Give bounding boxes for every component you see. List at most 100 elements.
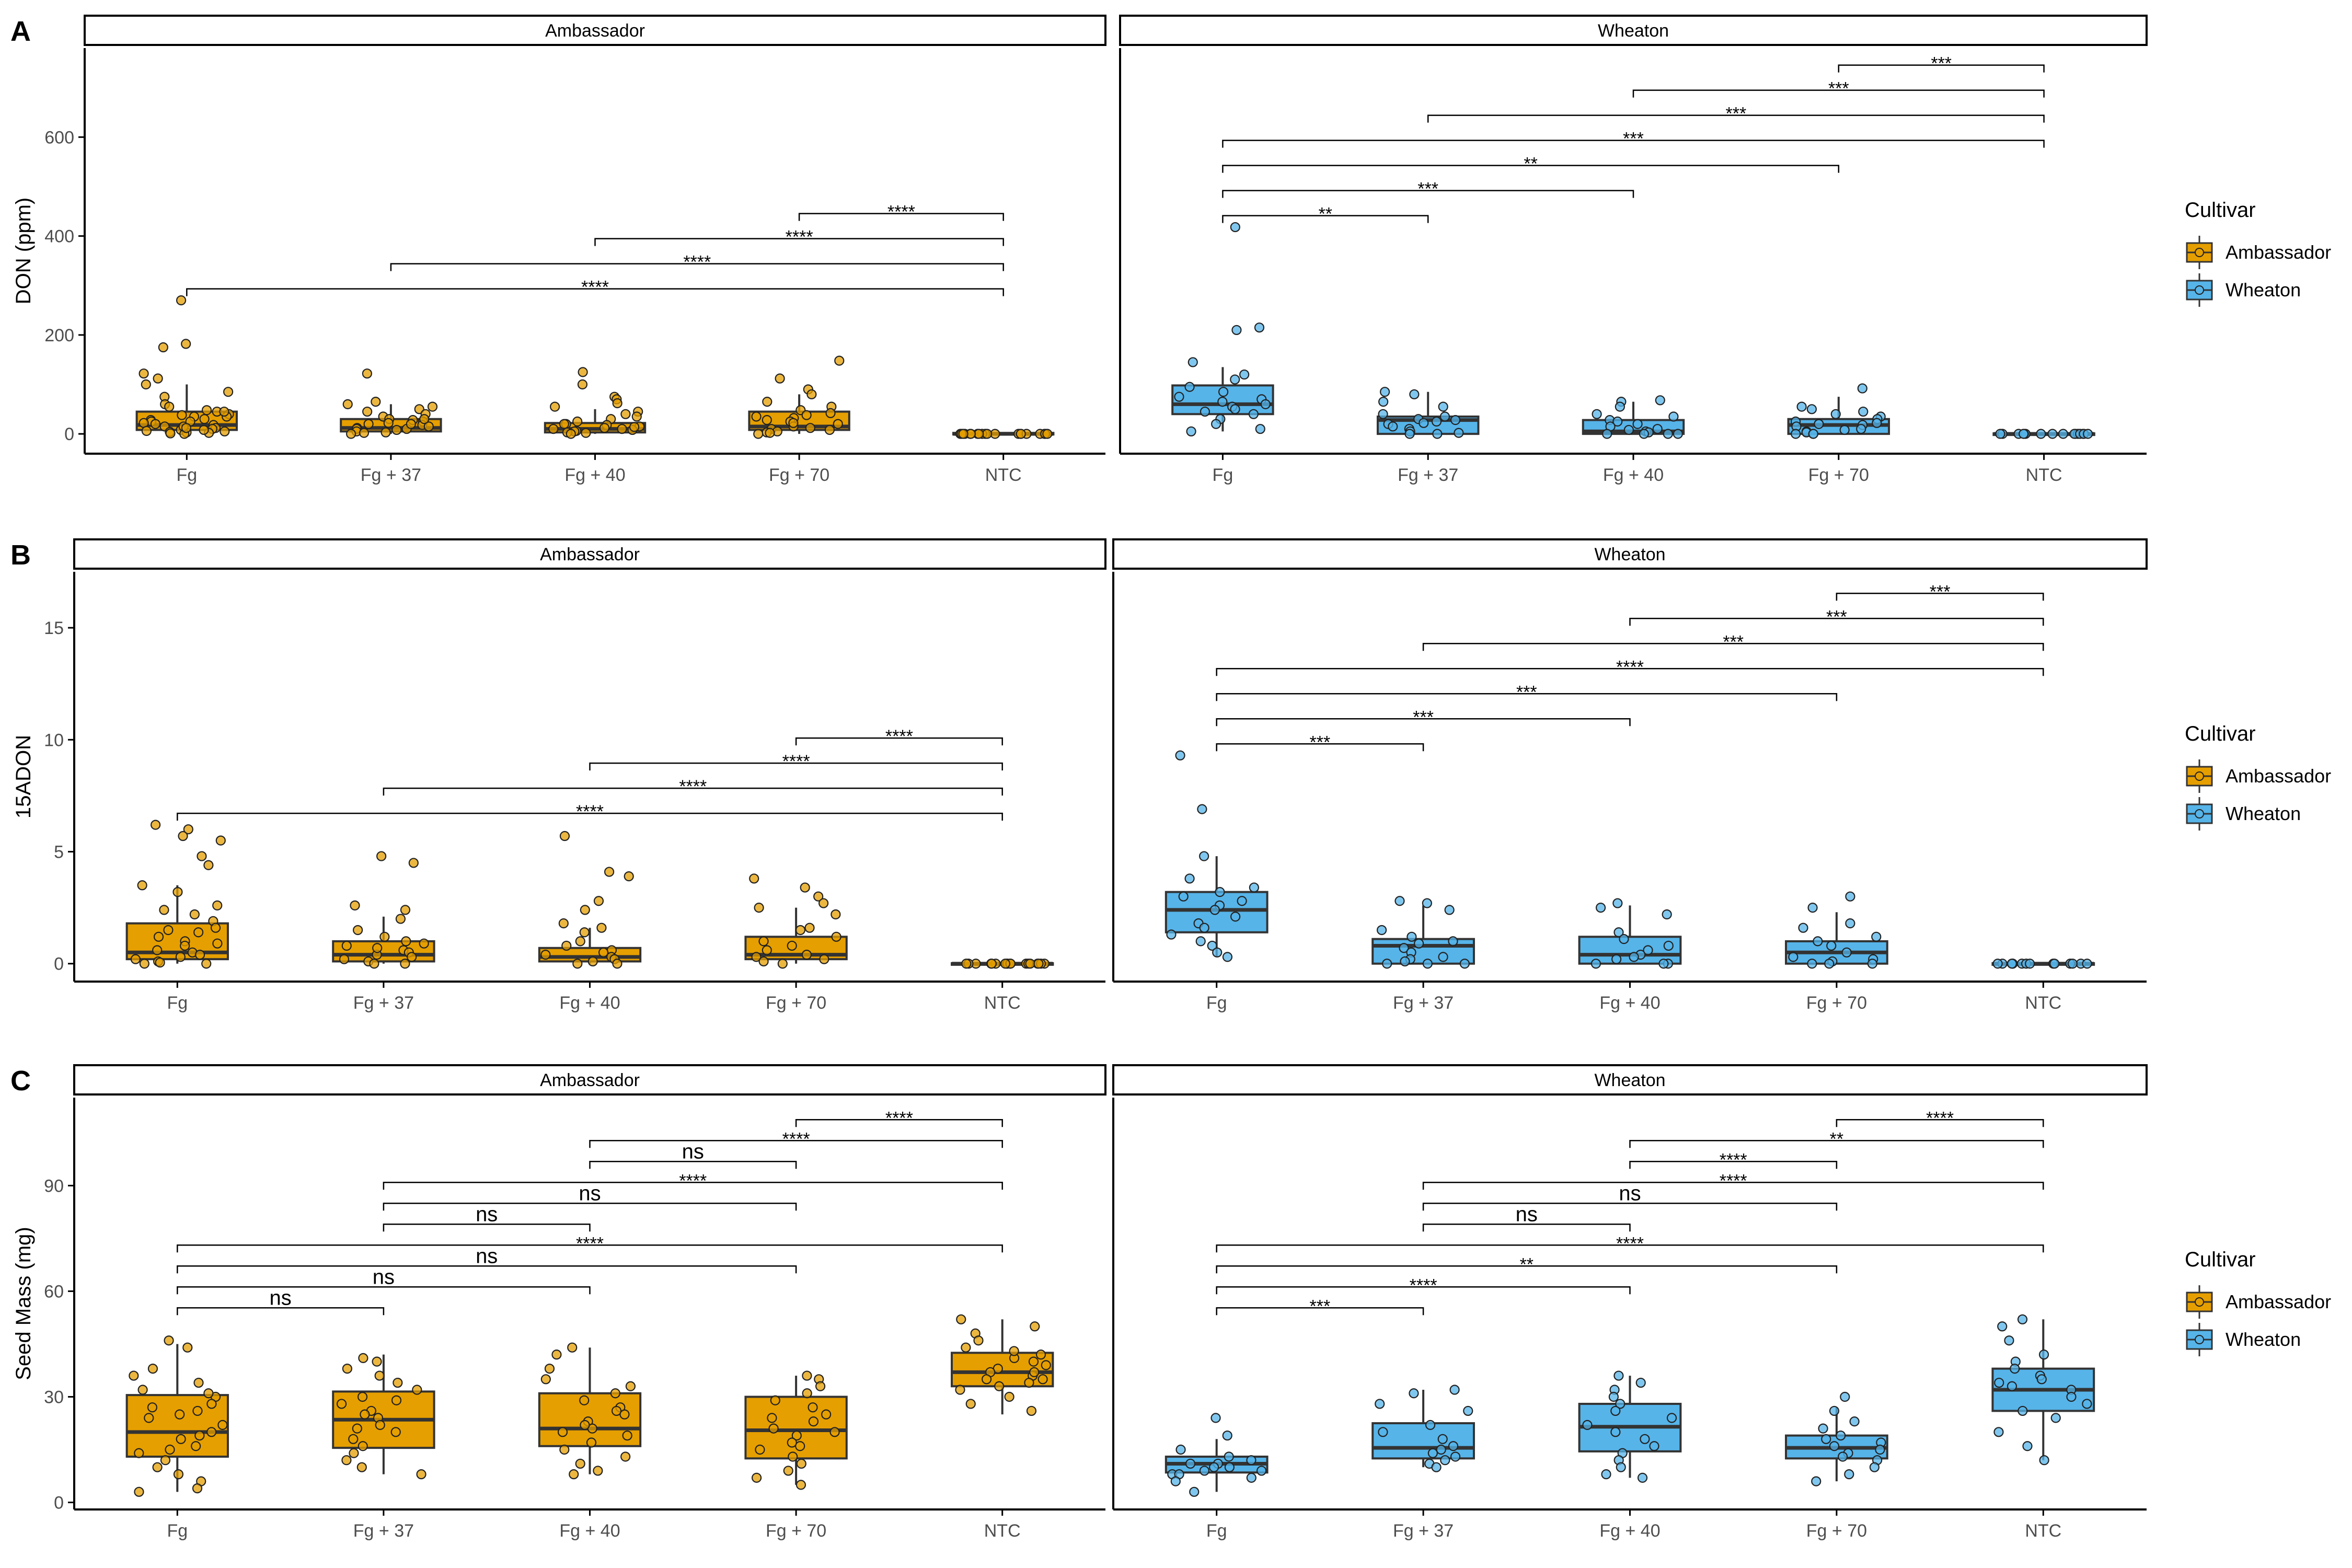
data-point: [147, 1363, 158, 1374]
legend-item-label: Ambassador: [2226, 765, 2331, 787]
significance-bracket: ***: [1422, 632, 2044, 652]
data-point: [1448, 936, 1458, 947]
data-point: [353, 925, 363, 936]
data-point: [1814, 419, 1824, 429]
data-point: [1009, 1346, 1019, 1356]
data-point: [1610, 1427, 1621, 1437]
bracket-label: ***: [1310, 1296, 1331, 1316]
data-point: [160, 1455, 171, 1466]
bracket-line: [177, 1307, 385, 1316]
data-point: [1788, 952, 1798, 962]
data-point: [1406, 931, 1417, 942]
bracket-line: [383, 1203, 797, 1211]
data-point: [400, 905, 411, 915]
data-point: [1611, 954, 1622, 964]
data-point: [194, 949, 205, 960]
data-point: [619, 1409, 630, 1420]
data-point: [982, 1374, 992, 1385]
legend: Cultivar Ambassador Wheaton: [2185, 722, 2331, 831]
data-point: [2036, 429, 2046, 439]
data-point: [1175, 750, 1185, 760]
significance-bracket: ****: [795, 727, 1003, 746]
data-point: [129, 1370, 139, 1381]
data-point: [1582, 1420, 1593, 1430]
data-point: [175, 1409, 185, 1420]
x-tick-label: Fg + 37: [361, 465, 421, 485]
data-point: [139, 959, 149, 969]
y-tick-label: 0: [54, 954, 64, 974]
data-point: [419, 938, 429, 949]
data-point: [2007, 959, 2017, 969]
data-point: [341, 940, 352, 951]
data-point: [192, 1483, 203, 1494]
significance-bracket: ****: [1629, 1150, 1838, 1170]
data-point: [1811, 1476, 1821, 1486]
bracket-label: ****: [1720, 1150, 1747, 1170]
data-point: [212, 900, 223, 910]
bracket-label: **: [1524, 154, 1537, 174]
data-point: [1256, 1466, 1267, 1476]
bracket-line: [1836, 1119, 2044, 1127]
significance-bracket: ns: [177, 1244, 797, 1274]
x-tick-label: Fg + 37: [1398, 465, 1458, 485]
data-point: [345, 429, 356, 439]
data-point: [777, 959, 788, 969]
data-point: [1431, 416, 1442, 427]
data-point: [986, 959, 997, 969]
significance-bracket: ****: [589, 1129, 1003, 1149]
data-point: [1378, 1427, 1388, 1437]
data-point: [1033, 959, 1044, 969]
data-point: [1829, 1441, 1840, 1451]
legend-title: Cultivar: [2185, 199, 2256, 222]
data-point: [1041, 1360, 1051, 1370]
data-point: [130, 954, 141, 964]
legend-item-label: Wheaton: [2226, 1329, 2301, 1350]
data-point: [598, 947, 609, 958]
legend-item-label: Wheaton: [2226, 279, 2301, 301]
data-point: [1175, 1444, 1186, 1455]
facet-ambassador: Ambassador 0 30 60 90 Fg Fg + 37 Fg + 40 Fg + 70…: [44, 1064, 1106, 1541]
data-point: [575, 936, 585, 947]
data-point: [558, 918, 569, 929]
data-point: [580, 1420, 590, 1430]
data-point: [1419, 418, 1429, 428]
data-point: [610, 1388, 620, 1399]
data-point: [1871, 931, 1882, 942]
bracket-line: [1629, 1140, 2044, 1148]
facet-strip: [1112, 538, 2148, 570]
data-point: [829, 1427, 840, 1437]
data-point: [1838, 1451, 1848, 1462]
bracket-label: ****: [1926, 1108, 1954, 1128]
bracket-label: ns: [1619, 1182, 1641, 1205]
data-point: [1246, 1455, 1256, 1466]
data-point: [762, 945, 772, 955]
data-point: [144, 1413, 154, 1423]
y-axis-label: Seed Mass (mg): [12, 1227, 35, 1380]
data-point: [358, 1441, 368, 1451]
data-point: [587, 956, 598, 967]
data-point: [593, 1466, 603, 1476]
data-point: [2047, 429, 2058, 439]
data-point: [1613, 927, 1624, 938]
facet-strip-label: Wheaton: [1594, 1070, 1665, 1090]
data-point: [381, 427, 391, 437]
bracket-label: ****: [1720, 1171, 1747, 1191]
x-tick-label: NTC: [984, 1521, 1021, 1541]
bracket-label: ****: [1616, 1233, 1644, 1253]
data-point: [178, 831, 188, 841]
data-point: [1409, 1388, 1419, 1399]
legend-item-label: Ambassador: [2226, 1291, 2331, 1312]
data-point: [349, 1448, 359, 1458]
data-point: [1601, 1469, 1611, 1480]
data-point: [193, 927, 204, 938]
data-point: [176, 295, 187, 306]
significance-bracket: ****: [795, 1108, 1003, 1128]
data-point: [181, 423, 192, 433]
data-point: [220, 426, 230, 437]
bracket-label: **: [1830, 1129, 1843, 1149]
data-point: [1230, 404, 1240, 414]
significance-bracket: ****: [589, 752, 1003, 771]
data-point: [1439, 411, 1450, 422]
data-point: [755, 1444, 765, 1455]
data-point: [821, 1409, 832, 1420]
